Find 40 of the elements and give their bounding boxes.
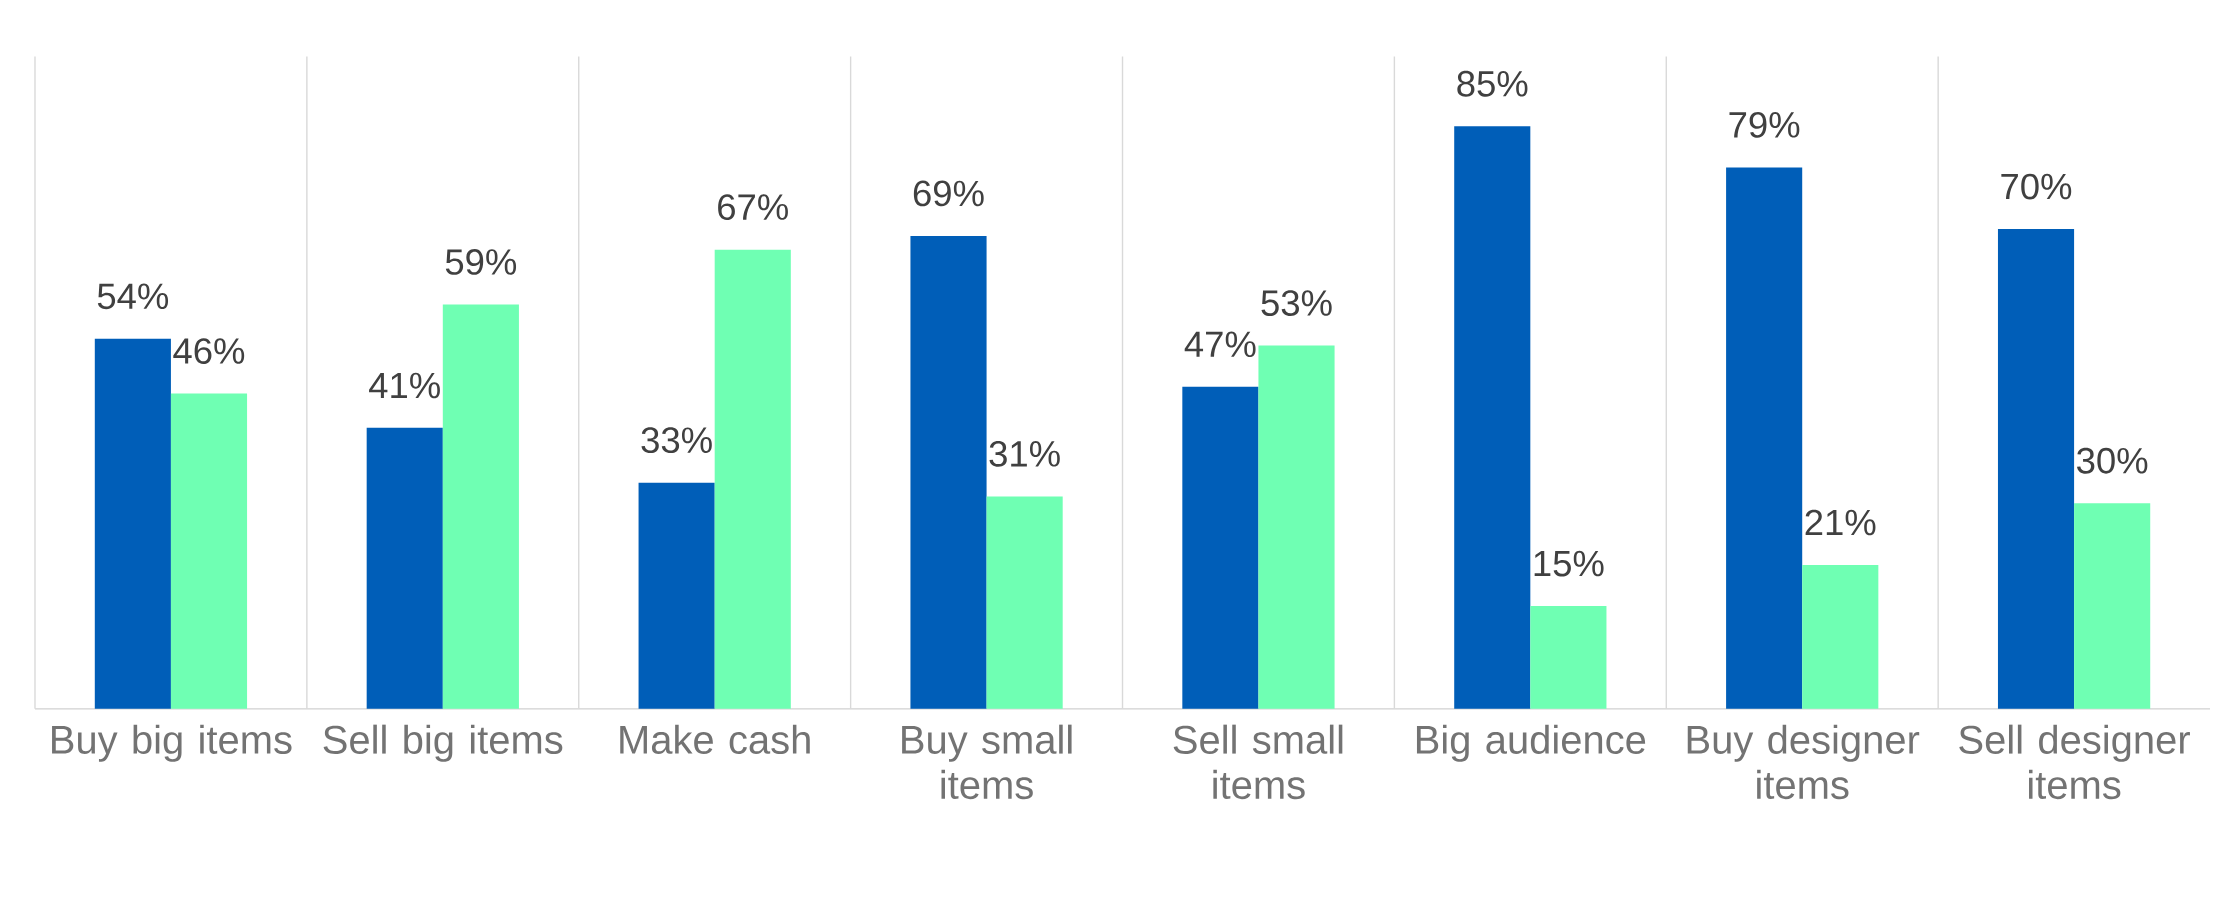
data-label: 46% [173, 338, 245, 365]
data-label: 67% [718, 194, 788, 221]
bar [170, 393, 248, 710]
data-label: 54% [97, 283, 169, 310]
bar [1258, 345, 1335, 710]
x-tick-label: Buy small items [902, 724, 1072, 800]
data-label: 59% [445, 249, 517, 276]
bar [638, 482, 715, 710]
bar [910, 236, 987, 710]
bar [442, 304, 519, 710]
bar [1802, 565, 1879, 710]
data-label: 41% [369, 372, 440, 399]
bar [1530, 606, 1607, 710]
data-label: 21% [1805, 509, 1876, 536]
x-tick-label: Sell small items [1173, 724, 1343, 800]
bar [1454, 126, 1531, 710]
data-label: 85% [1457, 71, 1528, 97]
data-label: 70% [2001, 173, 2072, 200]
bar [986, 496, 1063, 710]
data-label: 69% [913, 180, 984, 207]
x-tick-label: Buy big items [52, 724, 292, 763]
x-tick-label: Sell big items [323, 724, 563, 763]
x-tick-label: Big audience [1416, 724, 1646, 763]
bar [94, 338, 171, 710]
data-label: 15% [1534, 550, 1604, 577]
bar [366, 428, 443, 710]
bar [1182, 386, 1259, 710]
x-tick-label: Sell designer items [1959, 724, 2190, 800]
data-label: 79% [1729, 112, 1800, 138]
data-label: 30% [2077, 447, 2148, 474]
bar [2074, 503, 2151, 710]
bar [1997, 229, 2075, 710]
bar [1726, 167, 1803, 710]
data-label: 33% [641, 427, 712, 454]
bar [714, 249, 791, 710]
x-tick-label: Buy designer items [1687, 724, 1920, 800]
data-label: 53% [1261, 290, 1332, 317]
data-label: 47% [1184, 331, 1256, 358]
x-tick-label: Make cash [620, 724, 810, 755]
data-label: 31% [989, 441, 1060, 467]
